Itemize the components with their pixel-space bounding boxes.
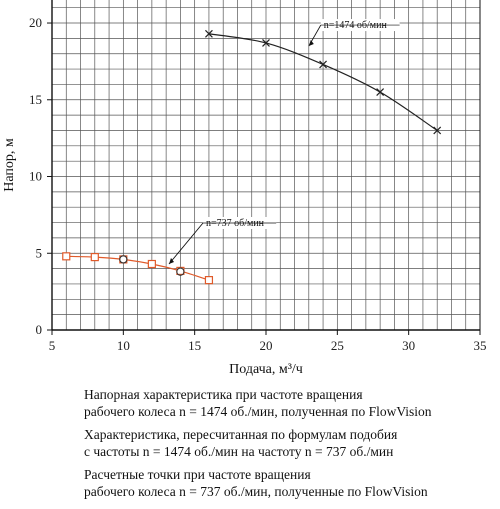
data-point-x-marker — [205, 29, 213, 38]
y-tick-label: 0 — [36, 322, 43, 337]
annotation-label: n=737 об/мин — [206, 218, 265, 229]
annotation-label: n=1474 об/мин — [324, 20, 388, 31]
y-axis-label: Напор, м — [2, 138, 17, 192]
y-tick-label: 15 — [29, 92, 42, 107]
legend-line: рабочего колеса n = 737 об./мин, получен… — [84, 484, 428, 499]
grid — [51, 0, 481, 331]
data-point-x-marker — [376, 88, 385, 97]
y-tick-label: 5 — [36, 245, 43, 260]
x-tick-label: 35 — [474, 338, 487, 353]
y-tick-label: 20 — [29, 15, 42, 30]
x-axis-label: Подача, м³/ч — [229, 362, 303, 377]
x-tick-label: 25 — [331, 338, 344, 353]
x-tick-label: 10 — [117, 338, 130, 353]
data-point-x-marker — [262, 39, 270, 47]
marker-stroke — [376, 88, 385, 97]
annotation-arrowhead — [168, 258, 174, 264]
marker-stroke — [433, 126, 442, 135]
x-tick-label: 15 — [188, 338, 201, 353]
annotation-leader — [168, 222, 204, 265]
x-tick-label: 20 — [260, 338, 273, 353]
legend-line: Напорная характеристика при частоте вращ… — [84, 387, 363, 402]
annotation-737: n=737 об/мин — [168, 217, 277, 265]
legend-item-points-737: Расчетные точки при частоте вращения раб… — [84, 466, 500, 500]
annotation-1474: n=1474 об/мин — [308, 19, 400, 47]
data-point-x-marker — [319, 60, 327, 69]
series-layer — [62, 29, 442, 285]
data-point-circle-marker — [176, 267, 185, 276]
legend-item-head-1474: Напорная характеристика при частоте вращ… — [84, 386, 500, 420]
legend-line: рабочего колеса n = 1474 об./мин, получе… — [84, 404, 432, 419]
marker-stroke — [205, 29, 213, 38]
marker-stroke — [262, 39, 270, 47]
data-point-circle-marker — [119, 255, 128, 264]
annotations: n=1474 об/мин n=737 об/мин — [168, 19, 400, 265]
x-tick-label: 5 — [49, 338, 56, 353]
y-tick-label: 10 — [29, 169, 42, 184]
data-point-x-marker — [433, 126, 442, 135]
data-point-square-marker — [204, 276, 214, 285]
marker-stroke — [319, 60, 327, 69]
data-point-square-marker — [90, 252, 99, 262]
legend: Напорная характеристика при частоте вращ… — [84, 386, 500, 506]
data-point-square-marker — [62, 252, 71, 261]
data-point-square-marker — [147, 259, 156, 269]
annotation-arrowhead — [308, 40, 314, 47]
legend-line: с частоты n = 1474 об./мин на частоту n … — [84, 444, 394, 459]
legend-line: Характеристика, пересчитанная по формула… — [84, 427, 398, 442]
x-tick-label: 30 — [402, 338, 415, 353]
legend-line: Расчетные точки при частоте вращения — [84, 467, 311, 482]
legend-item-recalculated-737: Характеристика, пересчитанная по формула… — [84, 426, 500, 460]
